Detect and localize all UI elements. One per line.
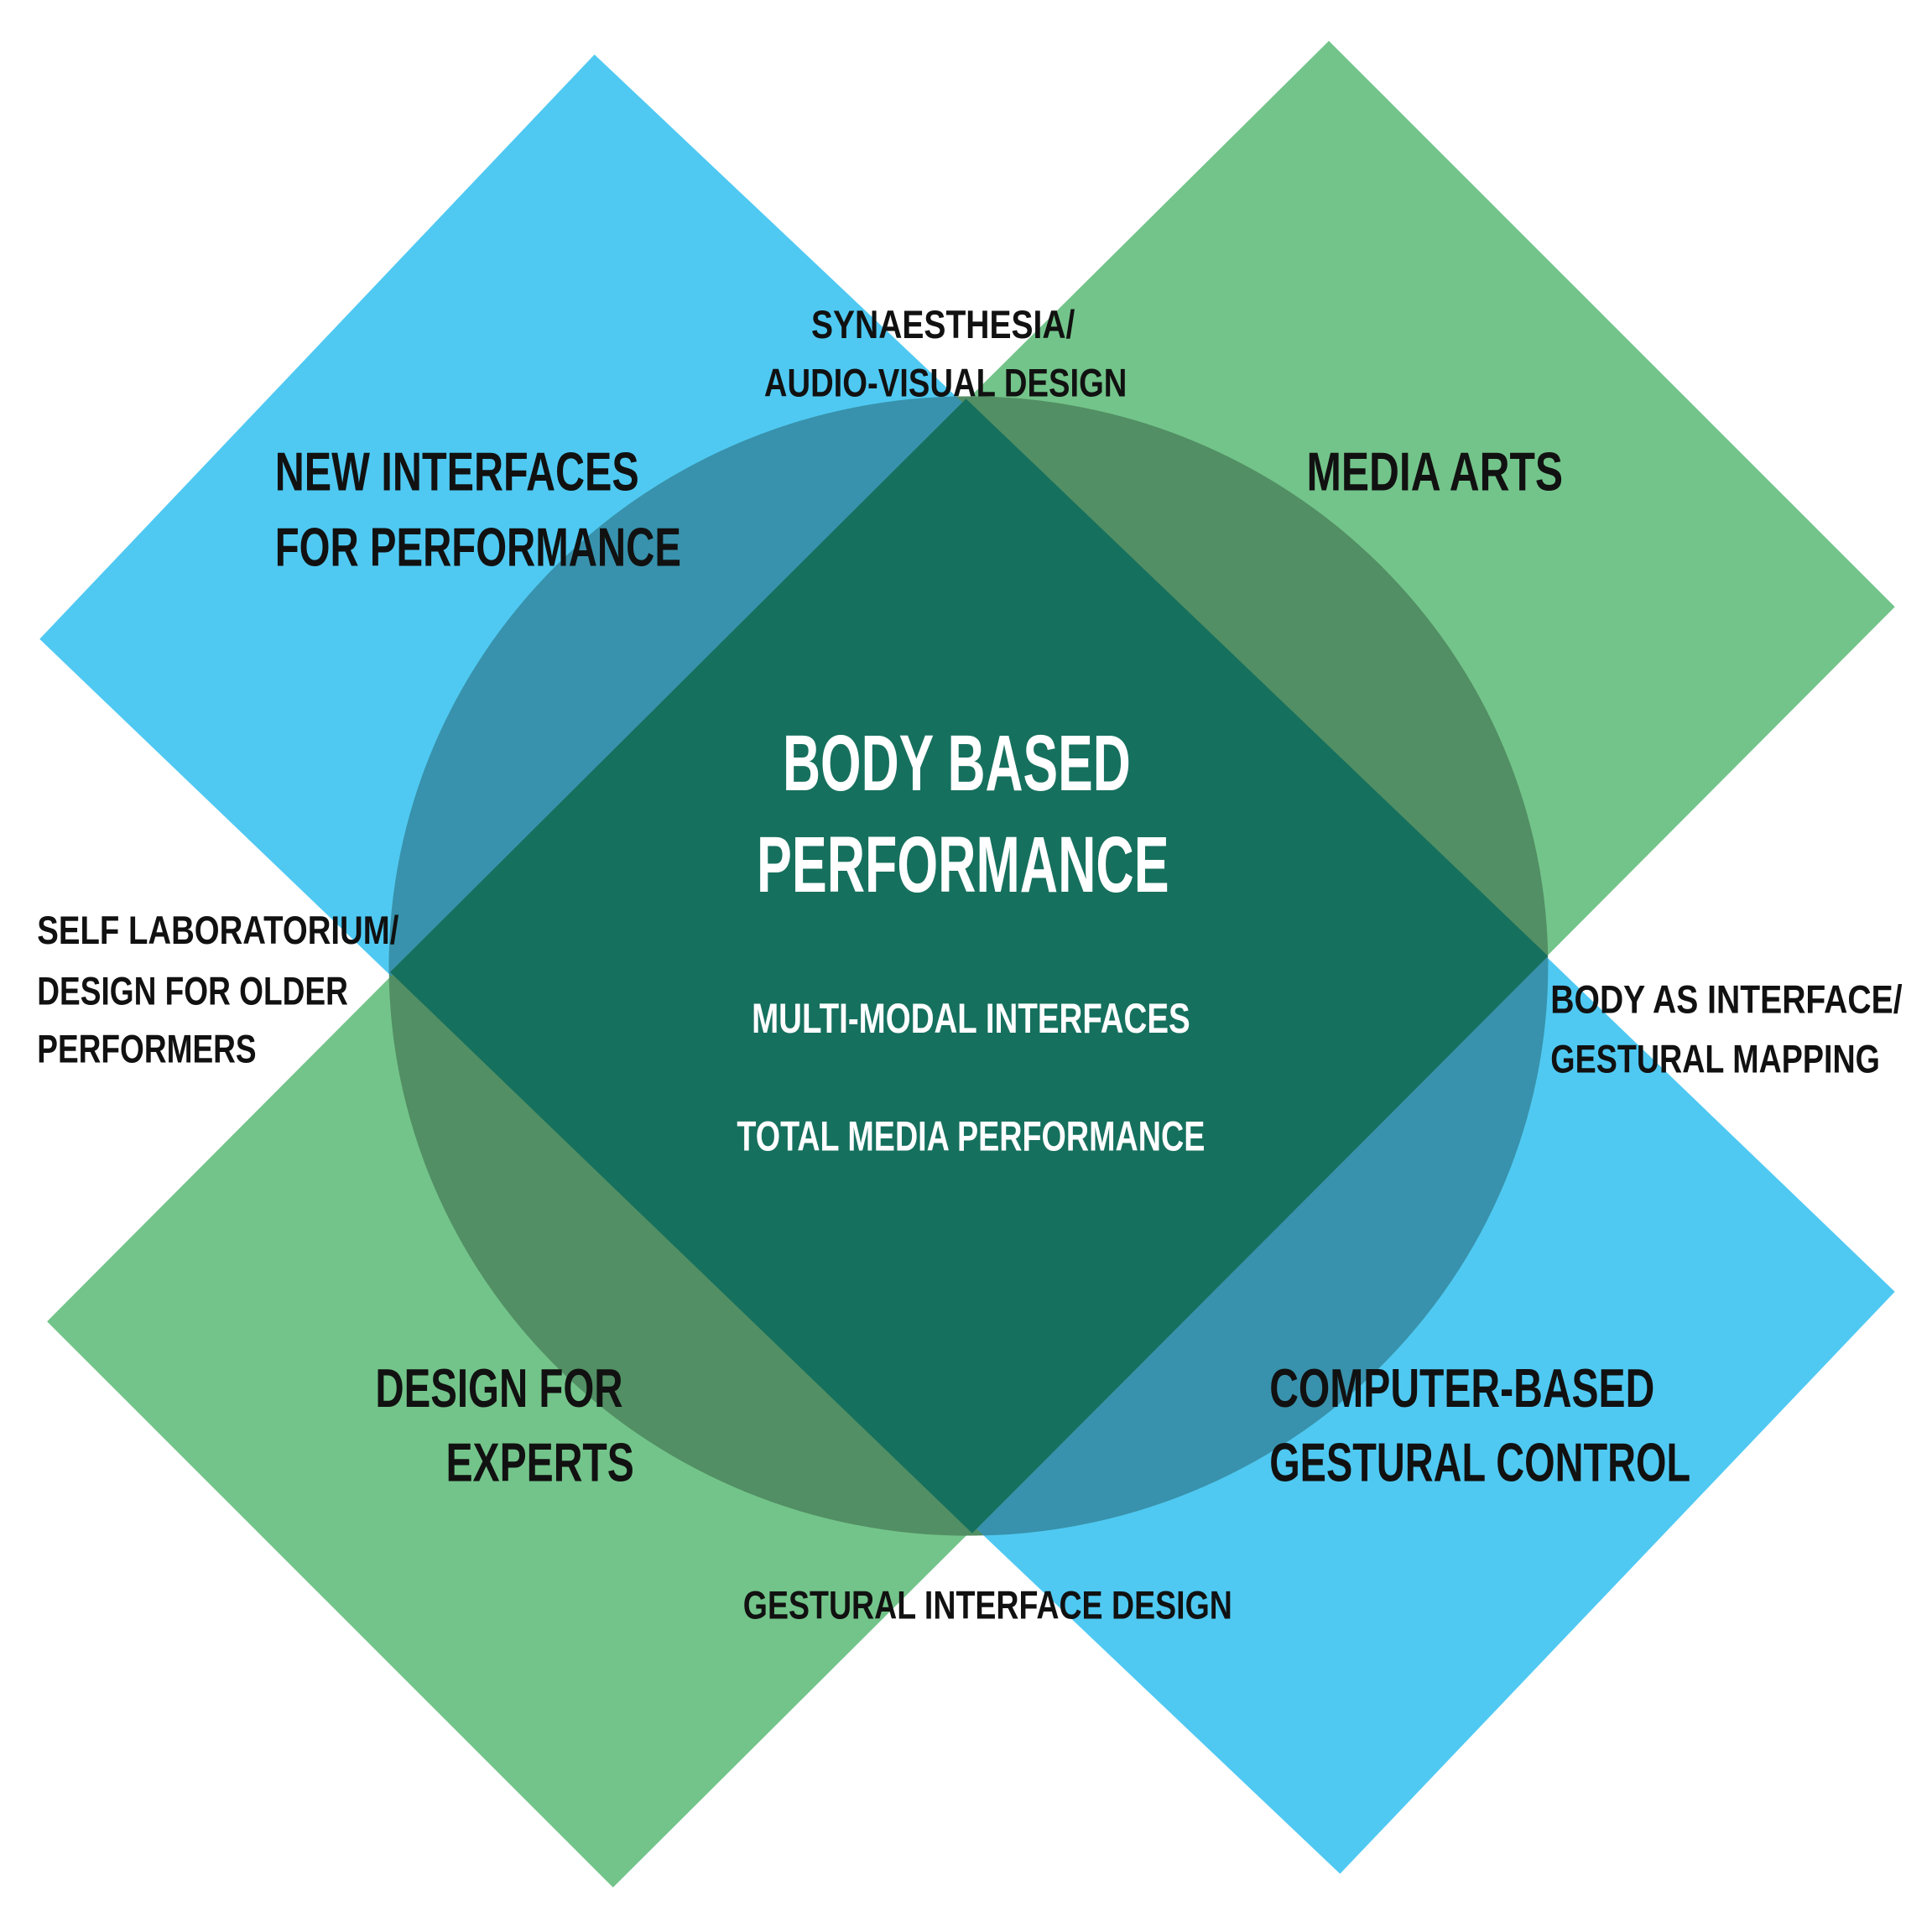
center-diamond bbox=[390, 398, 1549, 1534]
bottom-left-label-2: EXPERTS bbox=[445, 1432, 633, 1493]
center-item-2: TOTAL MEDIA PERFORMANCE bbox=[737, 1112, 1205, 1159]
top-left-label-1: NEW INTERFACES bbox=[275, 441, 639, 503]
top-right-label: MEDIA ARTS bbox=[1306, 441, 1563, 503]
right-intersection-label-2: GESTURAL MAPPING bbox=[1550, 1037, 1880, 1081]
left-intersection-label-1: SELF LABORATORIUM/ bbox=[37, 909, 398, 953]
center-title-1: BODY BASED bbox=[783, 719, 1131, 808]
right-intersection-label-1: BODY AS INTERFACE/ bbox=[1550, 978, 1902, 1023]
bottom-right-label-1: COMPUTER-BASED bbox=[1269, 1357, 1654, 1419]
center-item-1: MULTI-MODAL INTERFACES bbox=[752, 995, 1190, 1042]
bottom-intersection-label: GESTURAL INTERFACE DESIGN bbox=[743, 1584, 1232, 1628]
top-intersection-label-2: AUDIO-VISUAL DESIGN bbox=[764, 361, 1127, 405]
bottom-right-label-2: GESTURAL CONTROL bbox=[1269, 1432, 1690, 1493]
left-intersection-label-2: DESIGN FOR OLDER bbox=[37, 969, 348, 1013]
top-left-label-2: FOR PERFORMANCE bbox=[275, 517, 681, 578]
top-intersection-label-1: SYNAESTHESIA/ bbox=[811, 303, 1075, 347]
left-intersection-label-3: PERFORMERS bbox=[37, 1028, 256, 1072]
center-title-2: PERFORMANCE bbox=[757, 820, 1169, 909]
bottom-left-label-1: DESIGN FOR bbox=[375, 1357, 622, 1419]
